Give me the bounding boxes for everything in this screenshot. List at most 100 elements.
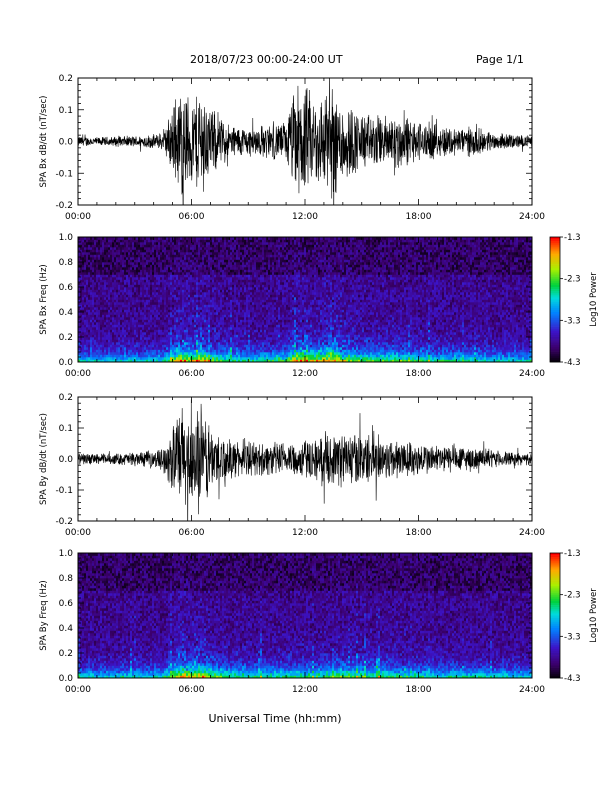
spectrogram-cell (126, 312, 128, 315)
spectrogram-cell (88, 297, 90, 300)
spectrogram-cell (188, 262, 190, 265)
spectrogram-cell (162, 357, 164, 360)
spectrogram-cell (244, 295, 246, 298)
spectrogram-cell (220, 340, 222, 343)
spectrogram-cell (128, 277, 130, 280)
spectrogram-cell (86, 335, 88, 338)
spectrogram-cell (208, 260, 210, 263)
spectrogram-cell (254, 335, 256, 338)
spectrogram-cell (238, 245, 240, 248)
spectrogram-cell (138, 240, 140, 243)
spectrogram-cell (162, 287, 164, 290)
spectrogram-cell (92, 307, 94, 310)
spectrogram-cell (244, 262, 246, 265)
spectrogram-cell (94, 257, 96, 260)
spectrogram-cell (216, 340, 218, 343)
spectrogram-cell (214, 265, 216, 268)
spectrogram-cell (234, 345, 236, 348)
spectrogram-cell (170, 302, 172, 305)
spectrogram-cell (190, 272, 192, 275)
spectrogram-cell (100, 260, 102, 263)
spectrogram-cell (92, 292, 94, 295)
spectrogram-cell (108, 342, 110, 345)
spectrogram-cell (228, 302, 230, 305)
spectrogram-cell (158, 242, 160, 245)
spectrogram-cell (154, 255, 156, 258)
spectrogram-cell (260, 315, 262, 318)
spectrogram-cell (92, 245, 94, 248)
spectrogram-cell (164, 307, 166, 310)
spectrogram-cell (100, 300, 102, 303)
spectrogram-cell (194, 277, 196, 280)
spectrogram-cell (220, 345, 222, 348)
spectrogram-cell (244, 290, 246, 293)
spectrogram-cell (142, 355, 144, 358)
spectrogram-cell (96, 305, 98, 308)
spectrogram-cell (248, 247, 250, 250)
spectrogram-cell (86, 295, 88, 298)
spectrogram-cell (220, 310, 222, 313)
spectrogram-cell (114, 275, 116, 278)
spectrogram-cell (212, 255, 214, 258)
spectrogram-cell (154, 357, 156, 360)
spectrogram-cell (226, 255, 228, 258)
spectrogram-cell (212, 247, 214, 250)
spectrogram-cell (168, 245, 170, 248)
spectrogram-cell (134, 300, 136, 303)
spectrogram-cell (224, 257, 226, 260)
spectrogram-cell (260, 340, 262, 343)
spectrogram-cell (176, 245, 178, 248)
spectrogram-cell (186, 287, 188, 290)
spectrogram-cell (268, 327, 270, 330)
spectrogram-cell (122, 310, 124, 313)
spectrogram-cell (98, 265, 100, 268)
spectrogram-cell (254, 317, 256, 320)
spectrogram-cell (246, 267, 248, 270)
spectrogram-cell (110, 325, 112, 328)
spectrogram-cell (248, 260, 250, 263)
spectrogram-cell (258, 290, 260, 293)
spectrogram-cell (222, 282, 224, 285)
spectrogram-cell (272, 290, 274, 293)
spectrogram-cell (268, 357, 270, 360)
spectrogram-cell (272, 275, 274, 278)
spectrogram-cell (176, 295, 178, 298)
spectrogram-cell (100, 302, 102, 305)
spectrogram-cell (134, 322, 136, 325)
spectrogram-cell (158, 347, 160, 350)
spectrogram-cell (258, 242, 260, 245)
spectrogram-cell (206, 312, 208, 315)
spectrogram-cell (146, 317, 148, 320)
spectrogram-cell (220, 267, 222, 270)
spectrogram-cell (98, 305, 100, 308)
spectrogram-cell (206, 350, 208, 353)
spectrogram-cell (112, 355, 114, 358)
spectrogram-cell (92, 320, 94, 323)
spectrogram-cell (188, 320, 190, 323)
spectrogram-cell (88, 312, 90, 315)
spectrogram-cell (174, 335, 176, 338)
spectrogram-cell (124, 267, 126, 270)
spectrogram-cell (172, 322, 174, 325)
spectrogram-cell (118, 332, 120, 335)
spectrogram-cell (92, 265, 94, 268)
spectrogram-cell (96, 287, 98, 290)
spectrogram-cell (262, 265, 264, 268)
spectrogram-cell (240, 297, 242, 300)
spectrogram-cell (126, 347, 128, 350)
spectrogram-cell (196, 340, 198, 343)
spectrogram-cell (230, 250, 232, 253)
spectrogram-cell (142, 335, 144, 338)
spectrogram-cell (240, 305, 242, 308)
spectrogram-cell (206, 310, 208, 313)
spectrogram-cell (180, 300, 182, 303)
spectrogram-cell (234, 282, 236, 285)
spectrogram-cell (152, 282, 154, 285)
spectrogram-cell (264, 332, 266, 335)
spectrogram-cell (88, 272, 90, 275)
spectrogram-cell (240, 357, 242, 360)
spectrogram-cell (150, 312, 152, 315)
spectrogram-cell (166, 250, 168, 253)
spectrogram-cell (252, 355, 254, 358)
spectrogram-cell (194, 320, 196, 323)
